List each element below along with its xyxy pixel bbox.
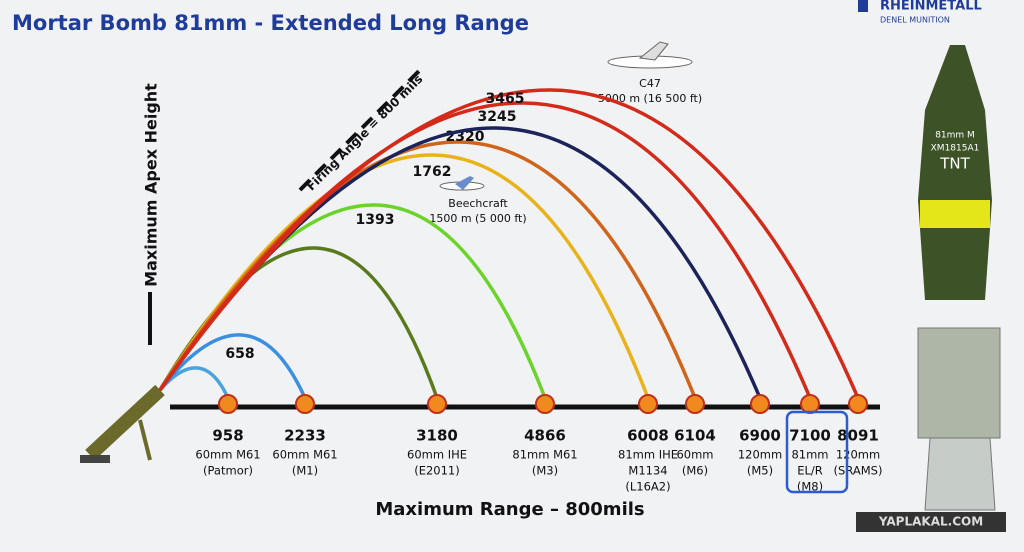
round-name: (SRAMS) [834, 464, 883, 478]
round-name: 60mm M61 [195, 448, 260, 462]
mortar-icon [80, 384, 165, 463]
c47-icon [607, 41, 693, 69]
round-name: 81mm M61 [512, 448, 577, 462]
watermark-bg [856, 512, 1006, 532]
highlight-box [785, 410, 849, 494]
shell-text: 81mm M [935, 131, 975, 141]
round-name: (M8) [797, 480, 823, 494]
trajectory [158, 333, 307, 399]
range-value: 6900 [739, 427, 781, 445]
firing-angle-line [298, 68, 422, 192]
shell-text: TNT [939, 155, 970, 173]
round-name: 81mm IHE [618, 448, 678, 462]
round-name: (E2011) [414, 464, 460, 478]
trajectory [158, 140, 697, 399]
impact-icon [218, 394, 238, 414]
round-name: 81mm [791, 448, 828, 462]
round-name: (L16A2) [625, 480, 670, 494]
impact-icon [848, 394, 868, 414]
x-axis-label: Maximum Range – 800mils [375, 499, 644, 520]
trajectory [158, 101, 812, 399]
aircraft-name: Beechcraft [448, 197, 508, 210]
watermark: YAPLAKAL.COM [878, 515, 983, 529]
range-value: 7100 [789, 427, 831, 445]
impact-icon [685, 394, 705, 414]
range-value: 958 [212, 427, 243, 445]
impact-icon [295, 394, 315, 414]
aircraft-name: C47 [639, 77, 661, 90]
beechcraft-icon [439, 176, 485, 191]
round-name: 60mm [676, 448, 713, 462]
round-name: 60mm M61 [272, 448, 337, 462]
impact-icon [800, 394, 820, 414]
impact-icon [638, 394, 658, 414]
impact-icon [750, 394, 770, 414]
round-name: M1134 [628, 464, 667, 478]
aircraft-altitude: 5000 m (16 500 ft) [598, 92, 702, 105]
round-name: 120mm [836, 448, 880, 462]
trajectory [158, 88, 860, 399]
brand-sub: DENEL MUNITION [880, 16, 950, 25]
shell-text: XM1815A1 [931, 144, 980, 154]
apex-value: 658 [225, 346, 254, 362]
range-value: 6104 [674, 427, 716, 445]
range-value: 3180 [416, 427, 458, 445]
round-name: (M5) [747, 464, 773, 478]
apex-value: 1762 [413, 164, 452, 180]
range-value: 2233 [284, 427, 326, 445]
round-name: (M1) [292, 464, 318, 478]
impact-icon [535, 394, 555, 414]
trajectory [158, 246, 439, 399]
apex-value: 3465 [486, 91, 525, 107]
range-value: 4866 [524, 427, 566, 445]
trajectory [158, 153, 650, 399]
y-axis-label: Maximum Apex Height [142, 83, 161, 287]
round-name: (Patmor) [203, 464, 253, 478]
range-value: 8091 [837, 427, 879, 445]
apex-value: 3245 [478, 109, 517, 125]
round-name: (M3) [532, 464, 558, 478]
round-name: EL/R [797, 464, 823, 478]
shell-icon [917, 45, 1001, 511]
firing-angle-label: Firing Angle = 800 mils [304, 72, 426, 194]
trajectory [158, 203, 547, 399]
round-name: (M6) [682, 464, 708, 478]
aircraft-altitude: 1500 m (5 000 ft) [429, 212, 526, 225]
impact-icon [427, 394, 447, 414]
round-name: 120mm [738, 448, 782, 462]
apex-value: 1393 [356, 212, 395, 228]
brand-logo [858, 0, 868, 12]
title: Mortar Bomb 81mm - Extended Long Range [12, 11, 529, 35]
range-value: 6008 [627, 427, 669, 445]
brand: RHEINMETALL [880, 0, 982, 14]
round-name: 60mm IHE [407, 448, 467, 462]
